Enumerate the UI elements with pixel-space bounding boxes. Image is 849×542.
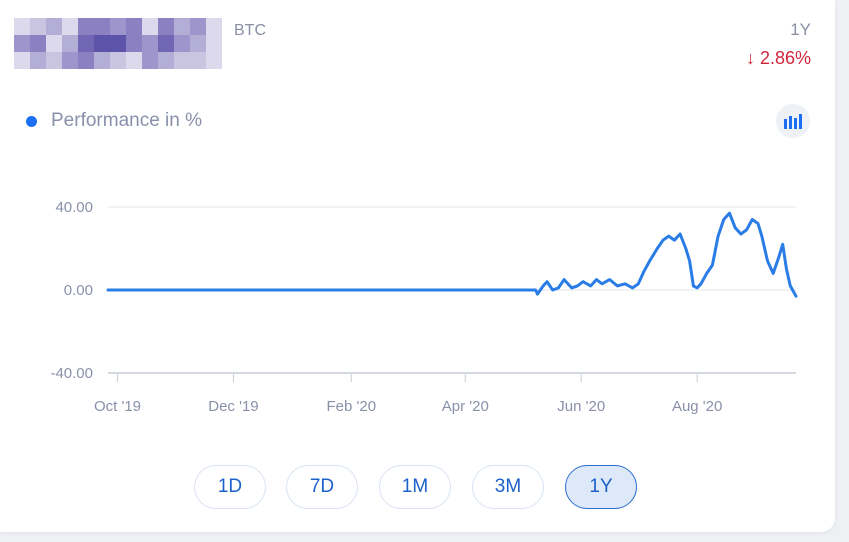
legend-dot-icon [26, 115, 37, 127]
range-button-1d[interactable]: 1D [194, 465, 266, 509]
x-tick-label: Dec '19 [208, 398, 258, 415]
y-tick-label: 0.00 [64, 282, 93, 299]
chart-type-toggle[interactable] [776, 104, 810, 138]
series-line [106, 211, 798, 298]
period-label: 1Y [790, 20, 811, 39]
x-tick-label: Aug '20 [672, 398, 722, 415]
legend-label: Performance in % [51, 110, 203, 131]
ticker-label: BTC [234, 22, 266, 39]
range-button-1y[interactable]: 1Y [565, 465, 637, 509]
bar-chart-icon [784, 114, 802, 129]
range-button-1m[interactable]: 1M [379, 465, 451, 509]
x-tick-label: Jun '20 [557, 398, 605, 415]
range-button-7d[interactable]: 7D [286, 465, 358, 509]
x-tick-label: Feb '20 [326, 398, 376, 415]
x-tick-label: Oct '19 [94, 398, 141, 415]
performance-card: BTC 1Y ↓ 2.86% Performance in % 40.00 0.0… [0, 0, 835, 532]
y-tick-label: -40.00 [50, 365, 93, 382]
y-tick-label: 40.00 [55, 199, 93, 216]
asset-logo-icon [14, 18, 222, 69]
change-value: ↓ 2.86% [745, 48, 811, 68]
x-tick-label: Apr '20 [442, 398, 489, 415]
range-button-3m[interactable]: 3M [472, 465, 544, 509]
chart-legend: Performance in % [26, 110, 202, 132]
